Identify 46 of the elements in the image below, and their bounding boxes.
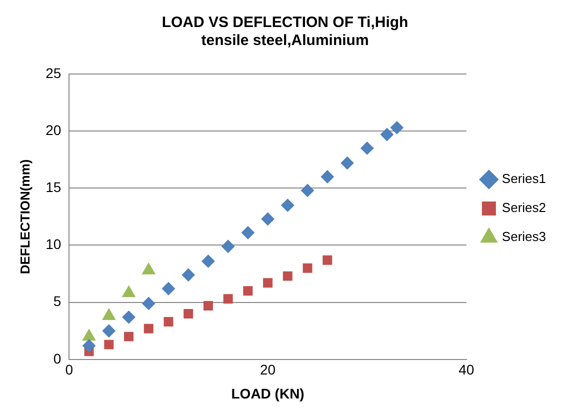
point <box>281 198 294 212</box>
point <box>390 121 404 134</box>
legend-label: Series1 <box>502 171 546 186</box>
y-tick-label: 25 <box>46 64 62 81</box>
point <box>124 332 134 342</box>
point <box>301 184 314 197</box>
y-tick-label: 5 <box>53 293 62 310</box>
legend-label: Series3 <box>502 229 546 244</box>
point <box>162 282 175 296</box>
point <box>182 268 195 282</box>
point <box>184 308 194 318</box>
x-tick-label: 40 <box>458 362 474 378</box>
point <box>142 296 156 310</box>
point <box>340 156 354 170</box>
point <box>302 263 312 273</box>
point <box>380 128 394 142</box>
point <box>122 310 136 324</box>
point <box>203 301 213 310</box>
point <box>263 278 273 288</box>
point <box>222 240 235 253</box>
point <box>360 142 374 155</box>
legend-label: Series2 <box>502 200 546 216</box>
y-tick-label: 15 <box>46 179 62 196</box>
point <box>164 316 174 326</box>
point <box>261 212 274 226</box>
y-tick-label: 20 <box>46 122 62 138</box>
point <box>241 226 254 240</box>
point <box>202 254 215 268</box>
point <box>223 294 233 304</box>
point <box>243 286 253 296</box>
point <box>144 324 154 334</box>
y-axis-title: DEFLECTION(mm) <box>17 159 32 274</box>
y-tick-label: 0 <box>53 350 62 366</box>
point <box>82 339 96 352</box>
point <box>104 340 114 350</box>
x-axis-title: LOAD (KN) <box>231 385 304 402</box>
chart-title: LOAD VS DEFLECTION OF Ti,High tensile steel,Aluminium <box>162 14 408 50</box>
point <box>322 255 332 265</box>
point <box>102 308 116 320</box>
x-tick-label: 0 <box>65 362 74 378</box>
point <box>102 324 116 338</box>
x-tick-label: 20 <box>260 362 276 378</box>
y-tick-label: 10 <box>46 236 62 252</box>
point <box>82 329 96 341</box>
point <box>320 170 334 184</box>
point <box>282 271 292 281</box>
